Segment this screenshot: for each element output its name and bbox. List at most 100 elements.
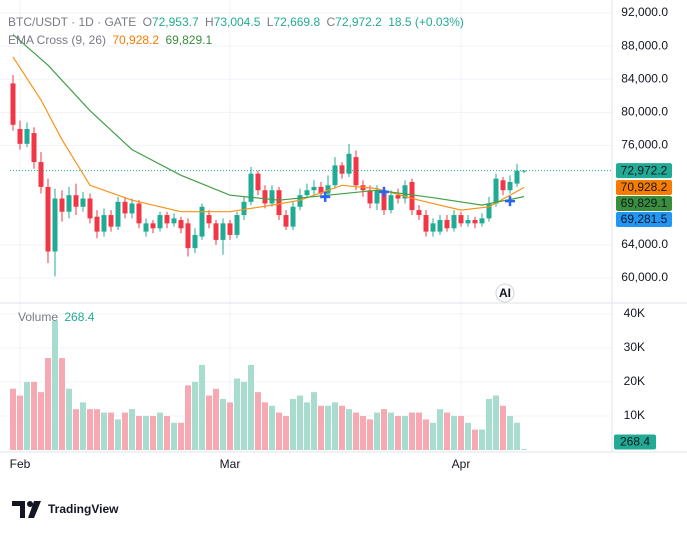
candle-body [220,223,226,240]
candle-body [479,218,485,224]
candle-body [444,220,450,229]
volume-bar [94,409,100,450]
ohlc-value: 73,004.5 [214,15,261,29]
change: 18.5 (+0.03%) [388,15,464,29]
volume-bar [374,412,380,450]
volume-bar [101,412,107,450]
volume-bar [66,388,72,450]
volume-title: Volume [18,310,58,324]
candle-body [430,223,436,232]
volume-bar [234,378,240,450]
volume-bar [150,415,156,450]
candle-body [192,234,198,249]
volume-bar [185,385,191,450]
symbol: BTC/USDT · 1D · GATE [8,15,136,29]
candle-body [157,215,163,229]
volume-bar [122,412,128,450]
candle-body [17,128,23,144]
volume-bar [248,364,254,450]
volume-bar [143,415,149,450]
volume-bar [38,392,44,450]
candle-body [269,190,275,204]
candle-body [45,186,51,252]
y-tick-label: 20K [624,374,645,388]
candle-body [465,220,471,224]
y-tick-label: 30K [624,340,645,354]
candle-body [402,185,408,199]
candle-body [115,201,121,227]
volume-bar [367,419,373,450]
candle-body [87,198,93,219]
volume-bar [31,381,37,450]
volume-bar [332,402,338,450]
ohlc-value: 72,972.2 [335,15,382,29]
candle-body [206,215,212,224]
candle-body [283,215,289,227]
price-badge [616,180,672,196]
candle-body [290,206,296,227]
price-badge [616,196,672,212]
candle-body [409,181,415,211]
ai-button[interactable]: AI [495,283,515,303]
volume-bar [276,412,282,450]
y-tick-label: 60,000.0 [621,270,668,284]
volume-bar [171,422,177,450]
y-tick-label: 88,000.0 [621,38,668,52]
volume-bar [458,415,464,450]
volume-bar [108,412,114,450]
candle-body [325,185,331,194]
volume-bar [402,415,408,450]
candle-body [108,215,114,227]
candle-body [73,195,79,207]
candle-body [136,203,142,224]
candle-body [500,180,506,191]
candle-body [164,215,170,224]
volume-bar [416,412,422,450]
ohlc-value: 72,953.7 [152,15,199,29]
candle-body [388,195,394,211]
candle-body [437,220,443,232]
candle-body [255,173,261,191]
volume-bar [255,392,261,450]
candle-body [262,190,268,204]
candle-body [507,181,513,191]
volume-bar [290,398,296,450]
volume-bar [59,358,65,450]
candle-body [332,165,338,186]
cross-marker [320,191,331,202]
candle-body [241,201,247,216]
volume-bar [206,395,212,450]
volume-bar [136,415,142,450]
volume-bar [339,405,345,450]
plot [10,34,612,450]
volume-bar [87,409,93,450]
candle-body [395,195,401,199]
price-badge-label: 72,972.2 [621,163,668,177]
volume-bar [521,449,527,450]
volume-bar [297,395,303,450]
volume-bar [465,422,471,450]
y-tick-label: 10K [624,408,645,422]
candle-body [346,153,352,174]
ai-button-label[interactable]: AI [499,286,511,300]
candle-body [94,216,100,232]
volume-bar [318,405,324,450]
logo-mark [12,501,25,518]
volume-bar [430,422,436,450]
candle-body [101,215,107,232]
y-tick-label: 92,000.0 [621,5,668,19]
candle-body [318,186,324,194]
candle-body [423,215,429,232]
ohlc-value: 72,669.8 [273,15,320,29]
candle-body [171,218,177,224]
candle-body [52,198,58,252]
volume-bar [192,381,198,450]
volume-bar [220,398,226,450]
volume-bar [353,412,359,450]
volume-bar [472,429,478,450]
volume-bar [262,402,268,450]
ai-button-circle[interactable] [495,283,515,303]
volume-bar [17,395,23,450]
volume-bar [507,415,513,450]
candle-body [10,83,16,125]
